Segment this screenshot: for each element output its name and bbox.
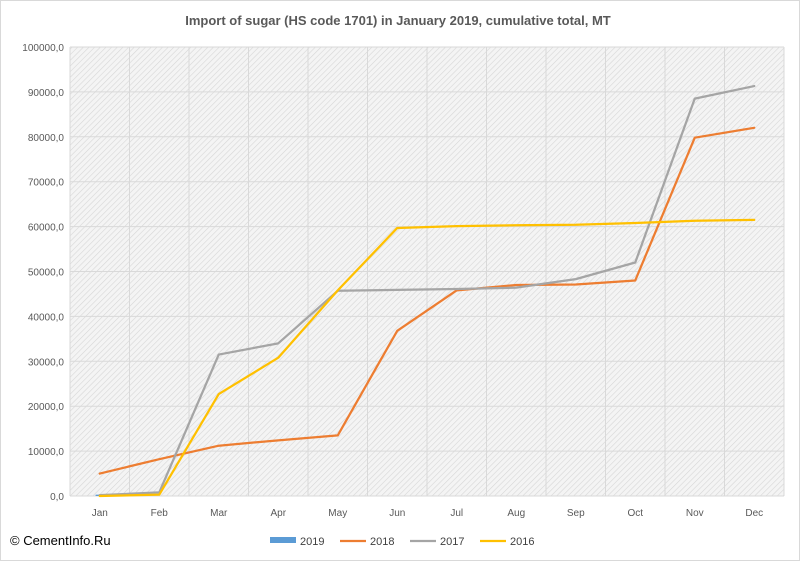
x-tick-label: Aug [507, 508, 525, 519]
y-tick-label: 90000,0 [28, 88, 65, 99]
legend: 2019 2018 2017 2016 [270, 536, 534, 548]
x-tick-label: Jul [450, 508, 463, 519]
line-2016 [98, 218, 756, 498]
x-tick-label: Mar [210, 508, 228, 519]
legend-swatch-2019 [270, 537, 296, 543]
x-tick-label: Apr [270, 508, 286, 519]
credit-text: © CementInfo.Ru [10, 533, 111, 548]
legend-label-2016: 2016 [510, 536, 534, 548]
x-tick-label: Feb [151, 508, 169, 519]
y-tick-label: 0,0 [50, 492, 64, 503]
x-axis: Jan Feb Mar Apr May Jun Jul Aug Sep Oct Nov Dec [92, 508, 763, 519]
series-lines [98, 84, 756, 498]
line-2017 [98, 84, 756, 497]
y-tick-label: 100000,0 [22, 43, 64, 54]
x-tick-label: Jun [389, 508, 405, 519]
y-tick-label: 20000,0 [28, 402, 65, 413]
x-tick-label: Sep [567, 508, 585, 519]
y-tick-label: 80000,0 [28, 133, 65, 144]
line-2018 [98, 126, 756, 475]
x-tick-label: Jan [92, 508, 108, 519]
y-tick-label: 70000,0 [28, 178, 65, 189]
legend-label-2018: 2018 [370, 536, 394, 548]
y-tick-label: 10000,0 [28, 447, 65, 458]
y-axis: 0,0 10000,0 20000,0 30000,0 40000,0 50000,0 60… [22, 43, 64, 503]
x-tick-label: May [328, 508, 347, 519]
y-tick-label: 50000,0 [28, 268, 65, 279]
x-tick-label: Oct [627, 508, 643, 519]
y-tick-label: 40000,0 [28, 312, 65, 323]
x-tick-label: Nov [686, 508, 704, 519]
legend-label-2017: 2017 [440, 536, 464, 548]
y-tick-label: 30000,0 [28, 357, 65, 368]
chart-title: Import of sugar (HS code 1701) in Januar… [185, 13, 611, 28]
x-tick-label: Dec [745, 508, 763, 519]
legend-label-2019: 2019 [300, 536, 324, 548]
y-tick-label: 60000,0 [28, 223, 65, 234]
